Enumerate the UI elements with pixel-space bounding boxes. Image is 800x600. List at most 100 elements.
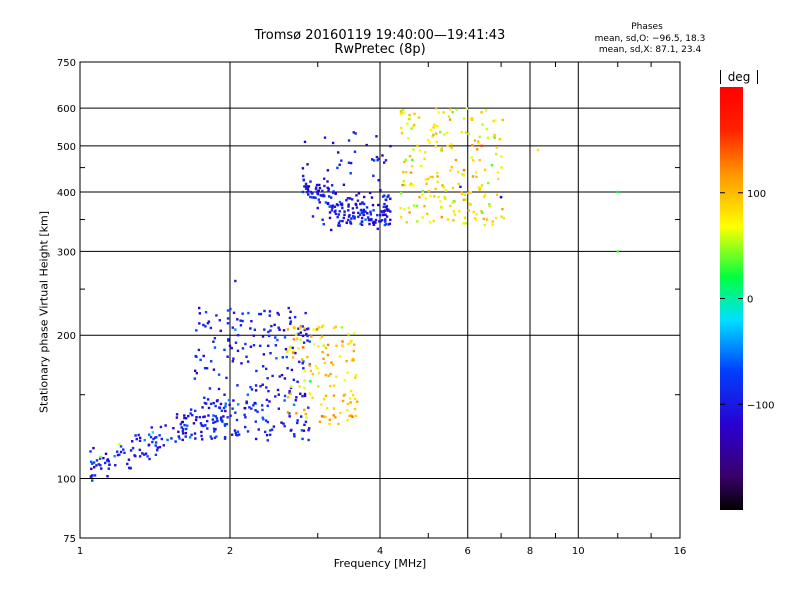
data-point (172, 426, 175, 430)
data-point (445, 131, 449, 135)
data-point (302, 174, 305, 178)
data-point (283, 394, 287, 398)
data-point (483, 195, 486, 199)
data-point (341, 399, 345, 403)
data-point (265, 398, 269, 402)
data-point (104, 452, 108, 456)
data-point (309, 180, 312, 183)
data-point (261, 335, 265, 338)
data-point (300, 415, 303, 418)
data-point (324, 346, 328, 350)
data-point (348, 414, 351, 418)
data-point (347, 218, 350, 222)
data-point (310, 335, 313, 338)
y-tick-label: 500 (57, 142, 76, 153)
data-point (350, 414, 353, 417)
data-point (227, 398, 231, 402)
data-point (183, 416, 186, 420)
data-point (237, 403, 240, 406)
data-point (349, 220, 352, 223)
data-point (322, 177, 326, 180)
data-point (324, 394, 328, 398)
data-point (488, 204, 491, 208)
data-point (257, 428, 260, 431)
data-point (128, 466, 131, 470)
data-point (375, 135, 378, 138)
data-point (409, 182, 413, 186)
data-point (429, 175, 432, 179)
data-point (343, 213, 346, 217)
data-point (127, 458, 131, 461)
data-point (311, 191, 314, 195)
data-point (439, 148, 443, 152)
data-point (272, 425, 276, 428)
data-point (283, 424, 286, 428)
data-point (320, 335, 324, 338)
data-point (501, 207, 504, 211)
data-point (189, 412, 192, 415)
data-point (338, 219, 342, 223)
data-point (225, 422, 229, 426)
data-point (138, 448, 142, 452)
data-point (246, 393, 250, 396)
data-point (435, 132, 438, 135)
data-point (415, 204, 419, 208)
data-point (227, 338, 230, 341)
data-point (502, 216, 505, 220)
data-point (376, 213, 379, 217)
data-point (462, 168, 466, 172)
data-point (306, 189, 310, 192)
data-point (289, 429, 293, 432)
data-point (407, 117, 411, 121)
data-point (338, 210, 341, 213)
data-point (266, 420, 269, 424)
data-point (106, 475, 109, 478)
data-point (343, 378, 346, 382)
data-point (286, 411, 290, 414)
data-point (253, 401, 256, 405)
data-point (303, 379, 306, 382)
data-point (254, 437, 258, 441)
data-point (488, 203, 491, 206)
data-point (326, 202, 330, 206)
data-point (470, 118, 474, 121)
data-point (231, 360, 235, 363)
data-point (360, 223, 364, 226)
data-point (232, 311, 236, 315)
data-point (325, 406, 329, 410)
data-point (321, 218, 324, 221)
data-point (197, 348, 201, 352)
data-point (289, 322, 292, 325)
data-point (427, 189, 431, 193)
data-point (446, 218, 450, 221)
data-point (203, 396, 206, 400)
data-point (218, 319, 221, 322)
data-point (198, 415, 201, 419)
data-point (226, 317, 230, 320)
data-point (281, 356, 284, 359)
data-point (291, 346, 294, 350)
data-point (195, 355, 198, 358)
data-point (353, 215, 356, 219)
data-point (234, 279, 237, 283)
data-point (200, 438, 204, 441)
data-point (303, 392, 307, 396)
data-point (224, 409, 227, 413)
data-point (322, 398, 326, 401)
data-point (301, 362, 304, 365)
data-point (191, 413, 194, 417)
data-point (409, 171, 413, 174)
data-point (297, 347, 300, 350)
data-point (306, 334, 309, 338)
data-point (476, 148, 479, 151)
data-point (408, 183, 412, 187)
data-point (266, 377, 269, 380)
data-point (495, 152, 498, 156)
phase-stats-header: Phases (631, 22, 663, 32)
data-point (223, 348, 226, 352)
data-point (332, 407, 336, 410)
x-tick-label: 6 (465, 546, 471, 557)
data-point (298, 360, 301, 364)
data-point (616, 250, 619, 253)
data-point (98, 457, 102, 460)
